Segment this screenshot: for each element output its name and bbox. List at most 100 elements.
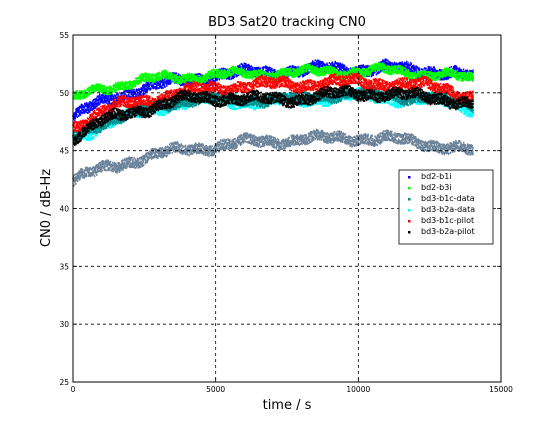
trace-point bbox=[228, 139, 230, 141]
trace-point bbox=[233, 142, 235, 145]
trace-point bbox=[446, 146, 448, 149]
trace-point bbox=[444, 147, 447, 150]
trace-point bbox=[228, 140, 231, 143]
trace-point bbox=[296, 136, 299, 138]
trace-point bbox=[161, 155, 164, 157]
trace-point bbox=[291, 142, 294, 144]
trace-point bbox=[121, 166, 124, 169]
trace-point bbox=[155, 154, 157, 157]
trace-point bbox=[452, 142, 455, 145]
trace-point bbox=[447, 144, 449, 147]
trace-point bbox=[97, 170, 99, 173]
trace-point bbox=[203, 153, 205, 156]
trace-point bbox=[377, 141, 380, 144]
trace-point bbox=[187, 147, 189, 150]
trace-point bbox=[388, 137, 390, 140]
trace-point bbox=[183, 108, 185, 111]
trace-point bbox=[113, 161, 115, 164]
trace-point bbox=[322, 130, 324, 133]
trace-point bbox=[247, 136, 249, 139]
trace-point bbox=[213, 150, 215, 153]
trace-point bbox=[291, 136, 293, 139]
trace-point bbox=[127, 115, 129, 118]
trace-point bbox=[422, 141, 424, 144]
trace-point bbox=[80, 169, 82, 171]
trace-point bbox=[115, 170, 117, 173]
trace-point bbox=[264, 144, 266, 146]
trace-point bbox=[292, 138, 295, 141]
trace-point bbox=[358, 135, 360, 138]
trace-point bbox=[224, 141, 226, 144]
trace-point bbox=[155, 148, 157, 150]
trace-point bbox=[249, 134, 251, 137]
trace-point bbox=[325, 133, 328, 136]
trace-point bbox=[181, 150, 183, 153]
trace-point bbox=[142, 160, 144, 163]
trace-point bbox=[324, 138, 326, 141]
trace-point bbox=[338, 130, 341, 133]
trace-point bbox=[314, 138, 317, 140]
trace-point bbox=[146, 152, 148, 154]
trace-point bbox=[126, 160, 128, 163]
trace-point bbox=[186, 100, 189, 102]
trace-point bbox=[187, 150, 189, 153]
trace-point bbox=[423, 141, 425, 144]
trace-point bbox=[404, 138, 407, 141]
trace-point bbox=[309, 133, 312, 136]
trace-point bbox=[107, 164, 109, 167]
trace-point bbox=[216, 148, 218, 150]
trace-point bbox=[118, 171, 121, 173]
trace-point bbox=[155, 149, 158, 151]
trace-point bbox=[404, 142, 407, 145]
trace-point bbox=[152, 150, 155, 153]
trace-point bbox=[348, 142, 350, 144]
trace-point bbox=[433, 149, 435, 152]
trace-point bbox=[135, 166, 137, 169]
trace-point bbox=[304, 139, 306, 142]
trace-point bbox=[340, 139, 342, 142]
trace-point bbox=[367, 134, 369, 137]
trace-point bbox=[97, 168, 99, 170]
trace-point bbox=[218, 147, 220, 150]
trace-point bbox=[411, 138, 413, 141]
trace-point bbox=[228, 141, 230, 144]
trace-point bbox=[221, 145, 223, 148]
trace-point bbox=[87, 172, 90, 174]
trace-point bbox=[202, 147, 204, 150]
trace-point bbox=[195, 142, 197, 145]
trace-point bbox=[184, 107, 186, 110]
trace-point bbox=[427, 147, 430, 149]
trace-point bbox=[374, 142, 377, 145]
trace-point bbox=[88, 174, 91, 177]
trace-point bbox=[220, 145, 222, 148]
trace-point bbox=[315, 128, 318, 131]
trace-point bbox=[278, 144, 280, 147]
trace-point bbox=[73, 184, 75, 187]
trace-point bbox=[285, 138, 287, 141]
trace-point bbox=[410, 135, 412, 138]
trace-point bbox=[393, 137, 395, 140]
trace-point bbox=[332, 141, 335, 144]
trace-point bbox=[151, 152, 153, 154]
trace-point bbox=[219, 139, 222, 142]
trace-point bbox=[84, 136, 86, 139]
trace-point bbox=[278, 147, 280, 150]
trace-point bbox=[203, 145, 206, 148]
trace-point bbox=[163, 111, 165, 114]
trace-point bbox=[190, 151, 192, 154]
trace-point bbox=[258, 136, 260, 139]
trace-point bbox=[349, 137, 351, 139]
trace-point bbox=[223, 138, 225, 141]
trace-point bbox=[158, 153, 160, 156]
trace-point bbox=[256, 141, 259, 144]
trace-point bbox=[312, 136, 315, 139]
trace-point bbox=[314, 131, 317, 134]
trace-point bbox=[255, 141, 258, 144]
trace-point bbox=[146, 161, 149, 164]
trace-point bbox=[470, 146, 472, 149]
trace-point bbox=[441, 147, 444, 150]
trace-point bbox=[208, 151, 210, 154]
trace-point bbox=[305, 140, 307, 143]
trace-point bbox=[84, 175, 86, 178]
trace-point bbox=[171, 147, 173, 150]
